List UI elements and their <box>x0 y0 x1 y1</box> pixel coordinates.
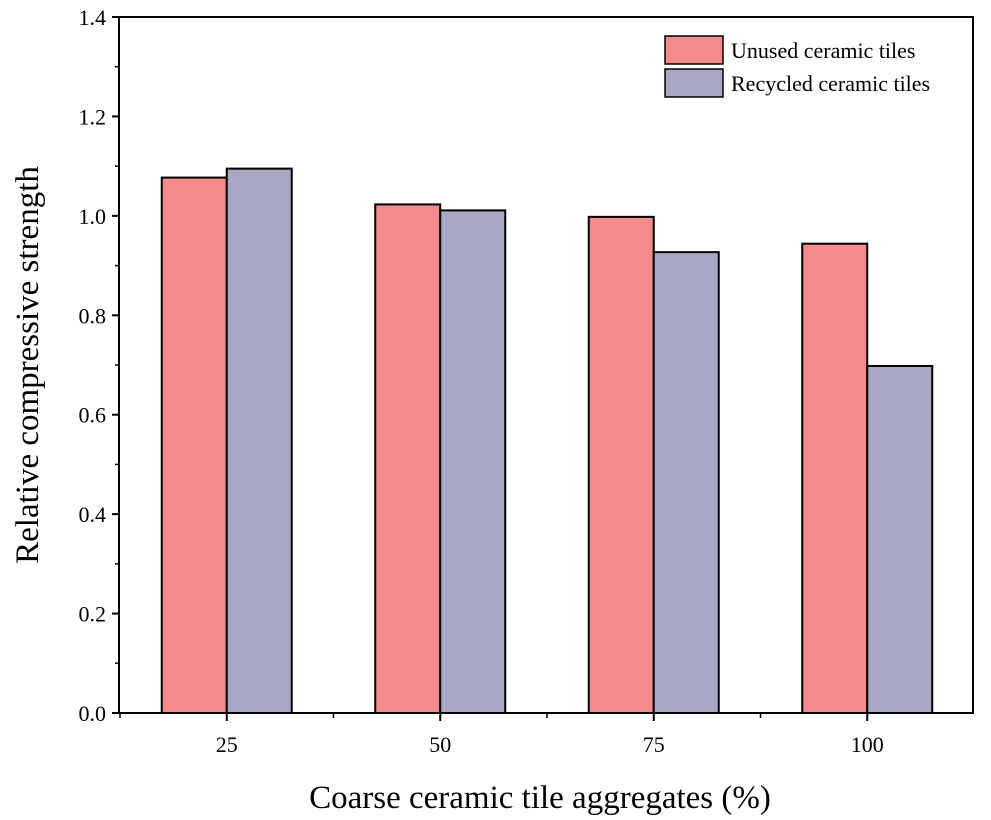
bar-recycled-50 <box>439 209 507 714</box>
bars-layer <box>160 167 934 715</box>
y-tick-label: 0.8 <box>79 303 107 328</box>
y-tick-label: 0.2 <box>79 602 107 627</box>
y-tick-label: 0.4 <box>79 502 107 527</box>
x-axis-title: Coarse ceramic tile aggregates (%) <box>309 780 771 816</box>
legend: Unused ceramic tiles Recycled ceramic til… <box>664 35 930 98</box>
legend-swatch-recycled <box>664 68 724 98</box>
bar-recycled-75 <box>652 251 720 715</box>
y-axis: 0.0 0.2 0.4 0.6 0.8 1.0 1.2 1.4 <box>79 5 119 726</box>
y-tick-label: 1.4 <box>79 5 107 30</box>
y-tick-label: 0.0 <box>79 701 107 726</box>
legend-label-unused: Unused ceramic tiles <box>731 38 916 63</box>
bar-unused-25 <box>160 176 228 714</box>
y-tick-label: 1.0 <box>79 204 107 229</box>
legend-label-recycled: Recycled ceramic tiles <box>731 71 930 96</box>
bar-unused-50 <box>374 203 442 714</box>
bar-unused-100 <box>801 242 869 714</box>
x-tick-label: 50 <box>429 732 451 757</box>
x-axis: 25 50 75 100 <box>119 713 884 757</box>
y-tick-label: 0.6 <box>79 403 107 428</box>
x-tick-label: 75 <box>643 732 665 757</box>
legend-swatch-unused <box>664 35 724 65</box>
x-tick-label: 25 <box>216 732 238 757</box>
plot-frame <box>118 16 974 714</box>
y-tick-label: 1.2 <box>79 104 107 129</box>
y-axis-title: Relative compressive strength <box>10 166 46 564</box>
bar-recycled-100 <box>866 364 934 714</box>
bar-recycled-25 <box>225 167 293 714</box>
x-tick-label: 100 <box>851 732 884 757</box>
bar-unused-75 <box>587 215 655 714</box>
